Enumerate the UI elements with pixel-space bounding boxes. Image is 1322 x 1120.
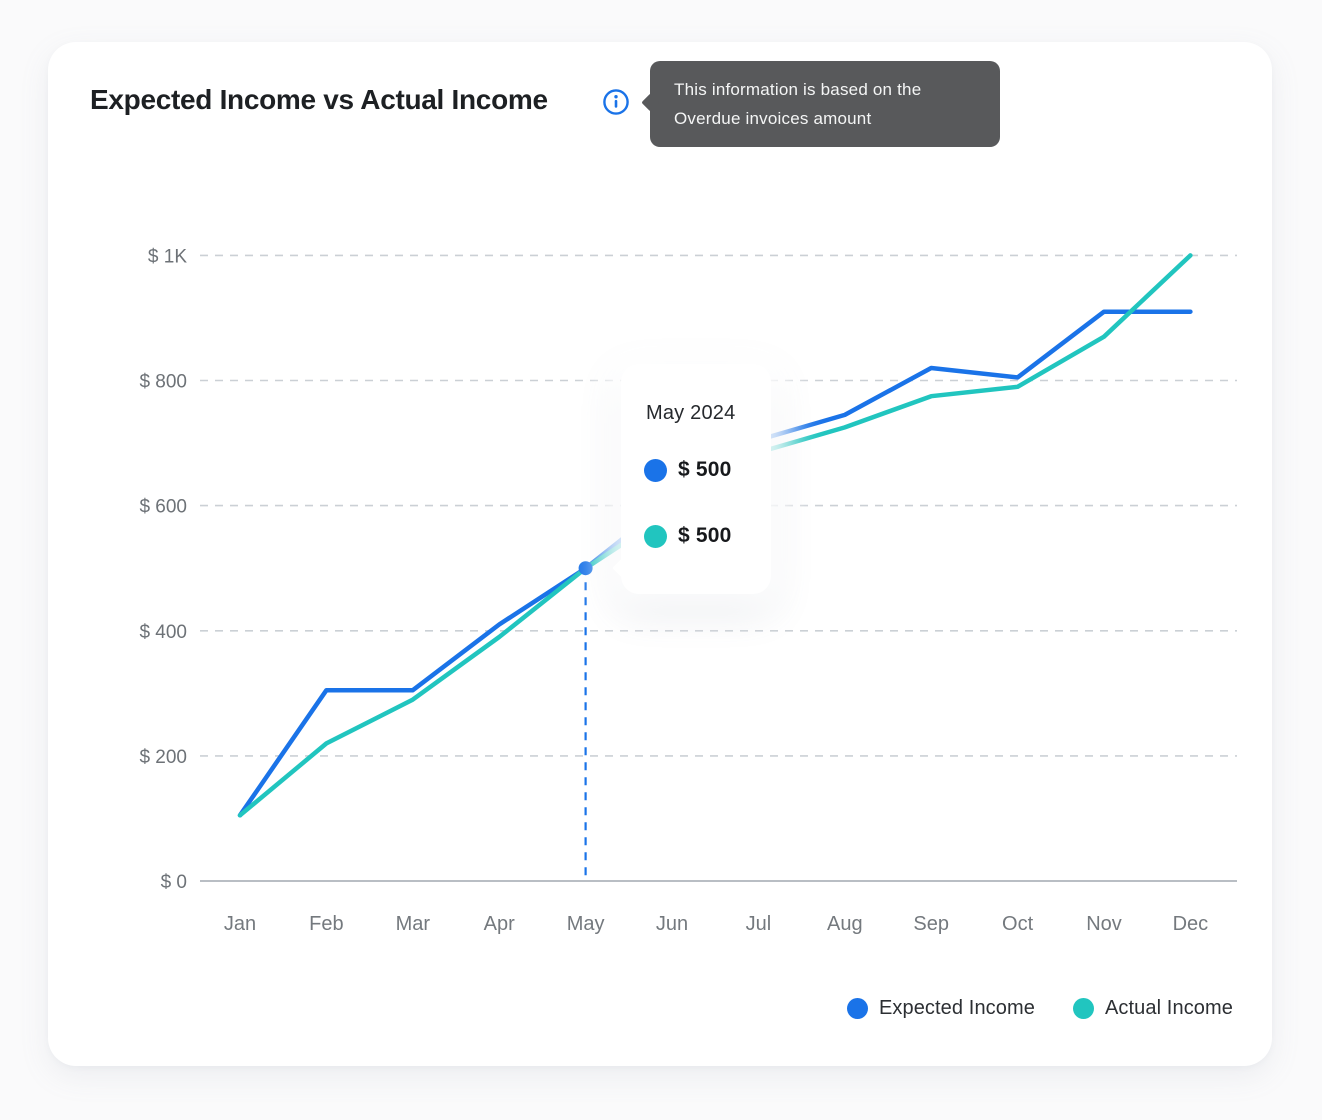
highlighted-point-dot[interactable] <box>578 561 593 576</box>
x-tick-label: Jan <box>224 913 256 935</box>
point-tooltip-row-actual: $ 500 <box>644 524 771 548</box>
info-icon[interactable] <box>602 88 630 116</box>
x-tick-label: Jul <box>746 913 772 935</box>
x-tick-label: Apr <box>484 913 515 935</box>
x-tick-label: Sep <box>913 913 949 935</box>
info-tooltip: This information is based on the Overdue… <box>641 61 1000 147</box>
point-tooltip-actual-value: $ 500 <box>678 524 732 547</box>
y-tick-label: $ 1K <box>148 246 187 267</box>
y-tick-label: $ 800 <box>139 372 187 393</box>
chart-legend: Expected Income Actual Income <box>846 995 1233 1021</box>
expected-income-dot-icon <box>846 997 868 1019</box>
x-tick-label: May <box>567 913 605 935</box>
legend-label-actual: Actual Income <box>1104 996 1233 1019</box>
actual-income-dot-icon <box>1072 997 1094 1019</box>
info-tooltip-line1: This information is based on the <box>674 80 922 99</box>
x-tick-label: Oct <box>1002 913 1034 935</box>
point-tooltip-row-expected: $ 500 <box>644 458 771 482</box>
x-tick-label: Jun <box>656 913 688 935</box>
x-tick-label: Dec <box>1173 913 1209 935</box>
y-tick-label: $ 400 <box>139 622 187 643</box>
point-tooltip: May 2024 $ 500 $ 500 <box>612 364 771 594</box>
actual-income-dot-icon <box>644 524 667 548</box>
x-tick-label: Aug <box>827 913 863 935</box>
x-tick-label: Mar <box>396 913 431 935</box>
expected-income-dot-icon <box>644 458 667 482</box>
x-tick-label: Nov <box>1086 913 1122 935</box>
y-tick-label: $ 600 <box>139 497 187 518</box>
y-tick-label: $ 0 <box>161 872 187 893</box>
legend-label-expected: Expected Income <box>878 996 1035 1019</box>
legend-item-expected-income[interactable]: Expected Income <box>846 996 1035 1020</box>
legend-item-actual-income[interactable]: Actual Income <box>1072 996 1233 1020</box>
point-tooltip-title: May 2024 <box>646 402 736 424</box>
info-tooltip-line2: Overdue invoices amount <box>674 109 872 128</box>
point-tooltip-expected-value: $ 500 <box>678 458 732 481</box>
page-title: Expected Income vs Actual Income <box>90 84 548 115</box>
x-tick-label: Feb <box>309 913 343 935</box>
y-tick-label: $ 200 <box>139 747 187 768</box>
